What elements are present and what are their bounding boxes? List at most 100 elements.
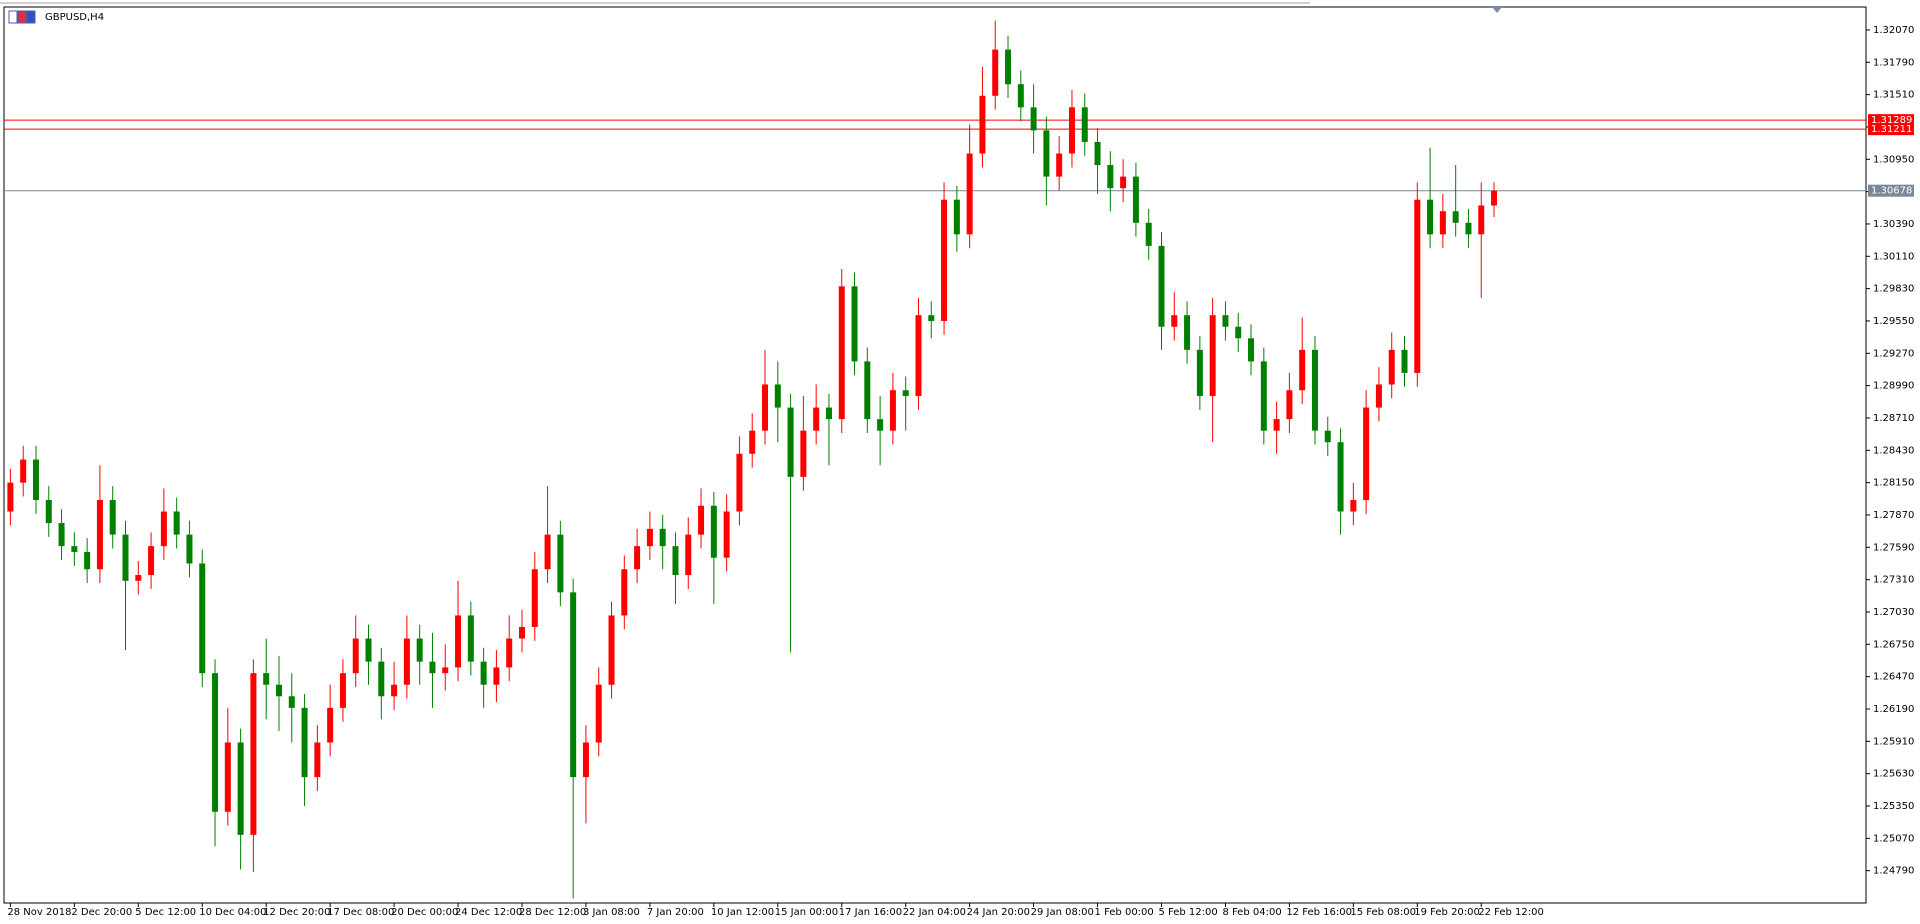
candle-body	[467, 615, 474, 662]
candle-body	[506, 638, 513, 668]
candle-body	[1081, 107, 1088, 142]
candle-body	[391, 684, 398, 697]
candle-body	[1286, 390, 1293, 420]
candle-body	[1094, 141, 1101, 166]
candle-body	[1388, 349, 1395, 385]
x-tick-label: 1 Feb 00:00	[1095, 907, 1154, 918]
candle-body	[1017, 84, 1024, 108]
candle-body	[71, 546, 78, 552]
candle-body	[800, 430, 807, 477]
candle-body	[838, 286, 845, 420]
candle-body	[1209, 315, 1216, 397]
x-tick-label: 22 Jan 04:00	[903, 907, 966, 918]
x-tick-label: 5 Dec 12:00	[135, 907, 196, 918]
candle-body	[148, 546, 155, 576]
x-tick-label: 17 Jan 16:00	[839, 907, 902, 918]
level-label-box	[1868, 114, 1914, 127]
icon-part	[26, 10, 36, 24]
candle-body	[1235, 326, 1242, 339]
y-tick-label: 1.25910	[1873, 736, 1914, 747]
candle-body	[621, 569, 628, 616]
x-tick-label: 12 Feb 16:00	[1286, 907, 1352, 918]
candle-body	[825, 407, 832, 420]
candle-body	[774, 384, 781, 408]
candle-body	[698, 505, 705, 535]
y-tick-label: 1.27590	[1873, 542, 1914, 553]
candle-body	[570, 592, 577, 778]
candle-body	[1337, 442, 1344, 512]
y-tick-label: 1.26190	[1873, 704, 1914, 715]
x-tick-label: 17 Dec 08:00	[327, 907, 394, 918]
candle-body	[1465, 222, 1472, 235]
x-tick-label: 8 Feb 04:00	[1222, 907, 1281, 918]
candle-body	[173, 511, 180, 535]
candle-body	[186, 534, 193, 564]
y-tick-label: 1.30950	[1873, 154, 1914, 165]
y-tick-label: 1.25070	[1873, 833, 1914, 844]
y-tick-label: 1.30390	[1873, 219, 1914, 230]
candle-body	[84, 551, 91, 570]
x-tick-label: 24 Jan 20:00	[967, 907, 1030, 918]
y-tick-label: 1.27310	[1873, 575, 1914, 586]
candle-body	[941, 199, 948, 321]
candle-body	[160, 511, 167, 547]
y-tick-label: 1.29270	[1873, 348, 1914, 359]
candle-body	[250, 673, 257, 835]
candle-body	[1222, 315, 1229, 327]
x-tick-label: 15 Jan 00:00	[775, 907, 838, 918]
candle-body	[1401, 349, 1408, 373]
candle-body	[352, 638, 359, 674]
candle-body	[1005, 49, 1012, 85]
candle-body	[1107, 165, 1114, 189]
candle-body	[992, 49, 999, 96]
candle-body	[1363, 407, 1370, 500]
candle-body	[1196, 349, 1203, 397]
candle-body	[212, 673, 219, 812]
candle-body	[608, 615, 615, 685]
x-tick-label: 24 Dec 12:00	[455, 907, 522, 918]
candle-body	[582, 742, 589, 778]
candle-body	[301, 707, 308, 778]
candle-body	[813, 407, 820, 431]
candle-body	[288, 696, 295, 708]
level-label-box	[1868, 184, 1914, 197]
candle-body	[339, 673, 346, 708]
candle-body	[928, 315, 935, 321]
candle-body	[659, 528, 666, 547]
candle-body	[966, 153, 973, 235]
candle-body	[1260, 361, 1267, 431]
candle-body	[877, 419, 884, 431]
candle-body	[1030, 107, 1037, 131]
candle-body	[595, 684, 602, 743]
candle-body	[557, 534, 564, 593]
candle-body	[1171, 315, 1178, 327]
candle-body	[327, 707, 334, 743]
y-tick-label: 1.28710	[1873, 413, 1914, 424]
candle-body	[531, 569, 538, 627]
candle-body	[723, 511, 730, 558]
candle-body	[979, 95, 986, 154]
candle-body	[915, 315, 922, 397]
candle-body	[365, 638, 372, 662]
candle-body	[1043, 130, 1050, 177]
candle-body	[864, 361, 871, 420]
x-tick-label: 10 Dec 04:00	[199, 907, 266, 918]
y-tick-label: 1.31790	[1873, 57, 1914, 68]
candle-body	[749, 430, 756, 454]
candle-body	[1375, 384, 1382, 408]
candle-body	[237, 742, 244, 835]
y-tick-label: 1.28990	[1873, 381, 1914, 392]
candle-body	[442, 667, 449, 674]
x-tick-label: 3 Jan 08:00	[583, 907, 640, 918]
level-label: 1.30678	[1871, 186, 1912, 197]
candle-body	[518, 626, 525, 639]
candle-body	[544, 534, 551, 570]
y-tick-label: 1.27870	[1873, 510, 1914, 521]
y-tick-label: 1.29830	[1873, 284, 1914, 295]
x-tick-label: 10 Jan 12:00	[711, 907, 774, 918]
y-tick-label: 1.32070	[1873, 25, 1914, 36]
candle-body	[685, 534, 692, 576]
x-tick-label: 19 Feb 20:00	[1414, 907, 1480, 918]
